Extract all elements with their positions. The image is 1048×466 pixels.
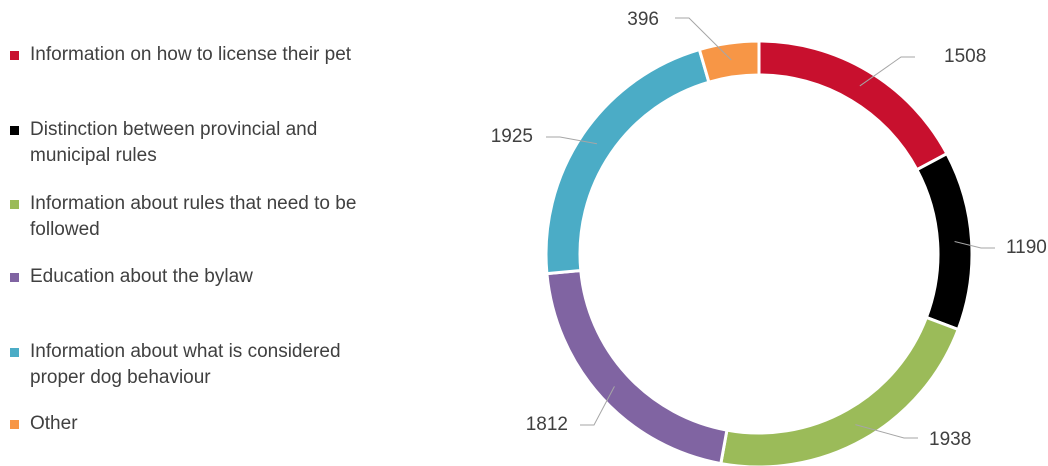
data-label: 396	[627, 9, 659, 30]
legend-swatch	[10, 348, 19, 357]
legend-item: Education about the bylaw	[10, 264, 380, 290]
legend-swatch	[10, 200, 19, 209]
legend-item: Information about rules that need to be …	[10, 191, 380, 243]
data-label: 1508	[944, 46, 986, 67]
donut-segment	[545, 268, 729, 466]
legend-item: Other	[10, 411, 380, 437]
leader-line	[954, 240, 995, 249]
leader-line	[675, 17, 732, 61]
legend-label: Information about what is considered pro…	[30, 341, 341, 388]
legend-label: Other	[30, 413, 78, 434]
legend-label: Distinction between provincial and munic…	[30, 119, 318, 166]
legend-swatch	[10, 126, 19, 135]
data-label: 1938	[929, 429, 971, 450]
data-label: 1190	[1006, 237, 1047, 258]
data-label: 1812	[526, 414, 568, 435]
donut-segment	[697, 39, 761, 85]
leader-line	[855, 424, 918, 439]
data-label: 1925	[491, 126, 533, 147]
legend-item: Information about what is considered pro…	[10, 339, 380, 391]
donut-segment	[914, 151, 974, 332]
legend-swatch	[10, 51, 19, 60]
donut-segment	[757, 39, 949, 172]
leader-line	[580, 386, 615, 426]
donut-segment	[544, 47, 711, 276]
legend-label: Information on how to license their pet	[30, 44, 352, 65]
donut-segment	[719, 315, 961, 466]
legend-item: Distinction between provincial and munic…	[10, 117, 380, 169]
leader-line	[546, 136, 598, 145]
legend-swatch	[10, 420, 19, 429]
legend-label: Education about the bylaw	[30, 266, 253, 287]
legend-swatch	[10, 273, 19, 282]
leader-line	[859, 56, 915, 87]
legend-label: Information about rules that need to be …	[30, 193, 357, 240]
legend-item: Information on how to license their pet	[10, 42, 380, 68]
